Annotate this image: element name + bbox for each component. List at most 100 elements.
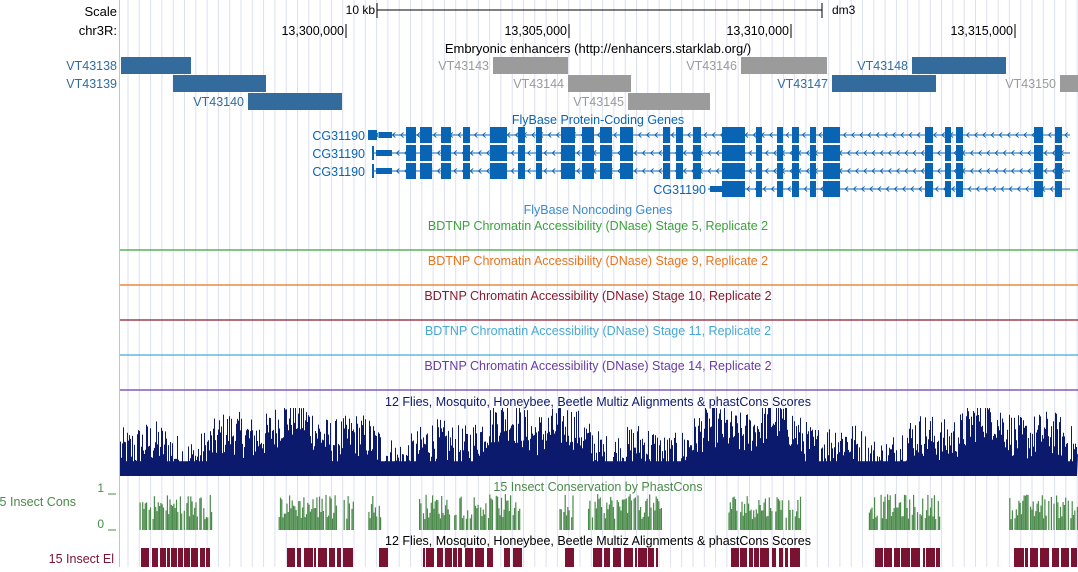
exon[interactable] — [406, 145, 416, 161]
exon[interactable] — [663, 163, 670, 179]
exon[interactable] — [663, 127, 670, 143]
exon[interactable] — [1034, 163, 1043, 179]
conserved-element[interactable] — [875, 548, 883, 567]
exon[interactable] — [490, 145, 507, 161]
enhancer-feature[interactable] — [1060, 75, 1078, 92]
exon[interactable] — [463, 127, 470, 143]
conserved-element[interactable] — [206, 548, 210, 567]
exon[interactable] — [536, 145, 542, 161]
conserved-element[interactable] — [304, 548, 313, 567]
conserved-element[interactable] — [779, 548, 783, 567]
enhancer-label[interactable]: VT43144 — [513, 77, 564, 91]
exon[interactable] — [536, 163, 542, 179]
exon[interactable] — [823, 181, 840, 197]
enhancer-label[interactable]: VT43146 — [686, 59, 737, 73]
exon[interactable] — [756, 145, 762, 161]
exon[interactable] — [756, 163, 762, 179]
conserved-element[interactable] — [487, 548, 493, 567]
enhancer-feature[interactable] — [493, 57, 568, 74]
exon[interactable] — [561, 145, 575, 161]
enhancer-feature[interactable] — [912, 57, 1006, 74]
exon[interactable] — [945, 181, 951, 197]
exon[interactable] — [693, 145, 701, 161]
phastcons-wiggle[interactable] — [140, 494, 1078, 530]
exon[interactable] — [956, 163, 963, 179]
dnase-track-title[interactable]: BDTNP Chromatin Accessibility (DNase) St… — [424, 359, 771, 373]
conserved-elements-track[interactable] — [141, 548, 1077, 567]
conserved-element[interactable] — [141, 548, 149, 567]
exon[interactable] — [823, 145, 840, 161]
enhancer-feature[interactable] — [121, 57, 191, 74]
exon[interactable] — [582, 145, 594, 161]
exon[interactable] — [945, 127, 951, 143]
exon[interactable] — [823, 163, 840, 179]
exon[interactable] — [561, 127, 575, 143]
conserved-element[interactable] — [604, 548, 610, 567]
conserved-element[interactable] — [901, 548, 910, 567]
conserved-element[interactable] — [635, 548, 637, 567]
conserved-element[interactable] — [1052, 548, 1059, 567]
enhancer-label[interactable]: VT43150 — [1005, 77, 1056, 91]
conserved-element[interactable] — [638, 548, 647, 567]
enhancer-label[interactable]: VT43139 — [66, 77, 117, 91]
conserved-element[interactable] — [926, 548, 935, 567]
exon[interactable] — [1034, 127, 1043, 143]
exon[interactable] — [441, 127, 451, 143]
transcript-label[interactable]: CG31190 — [312, 129, 365, 143]
exon[interactable] — [620, 127, 633, 143]
conserved-element[interactable] — [593, 548, 602, 567]
conserved-element[interactable] — [453, 548, 457, 567]
exon[interactable] — [600, 145, 612, 161]
enhancer-label[interactable]: VT43143 — [438, 59, 489, 73]
conserved-element[interactable] — [297, 548, 301, 567]
exon[interactable] — [756, 127, 762, 143]
exon[interactable] — [777, 127, 783, 143]
enhancer-feature[interactable] — [173, 75, 266, 92]
conserved-element[interactable] — [785, 548, 788, 567]
exon[interactable] — [420, 145, 432, 161]
conserved-element[interactable] — [613, 548, 621, 567]
conserved-element[interactable] — [624, 548, 633, 567]
exon[interactable] — [722, 127, 745, 143]
exon[interactable] — [1055, 181, 1062, 197]
exon[interactable] — [956, 127, 963, 143]
conserved-element[interactable] — [1030, 548, 1038, 567]
enhancer-label[interactable]: VT43147 — [777, 77, 828, 91]
exon[interactable] — [925, 127, 933, 143]
conserved-element[interactable] — [152, 548, 158, 567]
dnase-track-title[interactable]: BDTNP Chromatin Accessibility (DNase) St… — [428, 254, 768, 268]
exon[interactable] — [693, 163, 701, 179]
conserved-element[interactable] — [754, 548, 759, 567]
exon[interactable] — [1055, 127, 1062, 143]
exon[interactable] — [536, 127, 542, 143]
enhancer-label[interactable]: VT43148 — [857, 59, 908, 73]
transcript-label[interactable]: CG31190 — [653, 183, 706, 197]
exon[interactable] — [810, 181, 816, 197]
conserved-element[interactable] — [772, 548, 776, 567]
exon[interactable] — [620, 145, 633, 161]
conserved-element[interactable] — [437, 548, 443, 567]
exon[interactable] — [490, 127, 507, 143]
conserved-element[interactable] — [379, 548, 388, 567]
exon[interactable] — [441, 145, 451, 161]
exon[interactable] — [1055, 145, 1062, 161]
exon[interactable] — [810, 145, 816, 161]
conserved-element[interactable] — [171, 548, 177, 567]
conserved-element[interactable] — [167, 548, 170, 567]
conserved-element[interactable] — [565, 548, 574, 567]
exon[interactable] — [925, 181, 933, 197]
exon[interactable] — [620, 163, 633, 179]
exon[interactable] — [810, 127, 816, 143]
exon[interactable] — [722, 145, 745, 161]
exon[interactable] — [945, 145, 951, 161]
exon[interactable] — [420, 127, 432, 143]
conserved-element[interactable] — [318, 548, 327, 567]
exon[interactable] — [777, 163, 783, 179]
exon[interactable] — [420, 163, 432, 179]
conserved-element[interactable] — [504, 548, 510, 567]
conserved-element[interactable] — [884, 548, 892, 567]
exon[interactable] — [956, 145, 963, 161]
exon[interactable] — [561, 163, 575, 179]
exon[interactable] — [1034, 181, 1043, 197]
conserved-element[interactable] — [894, 548, 900, 567]
